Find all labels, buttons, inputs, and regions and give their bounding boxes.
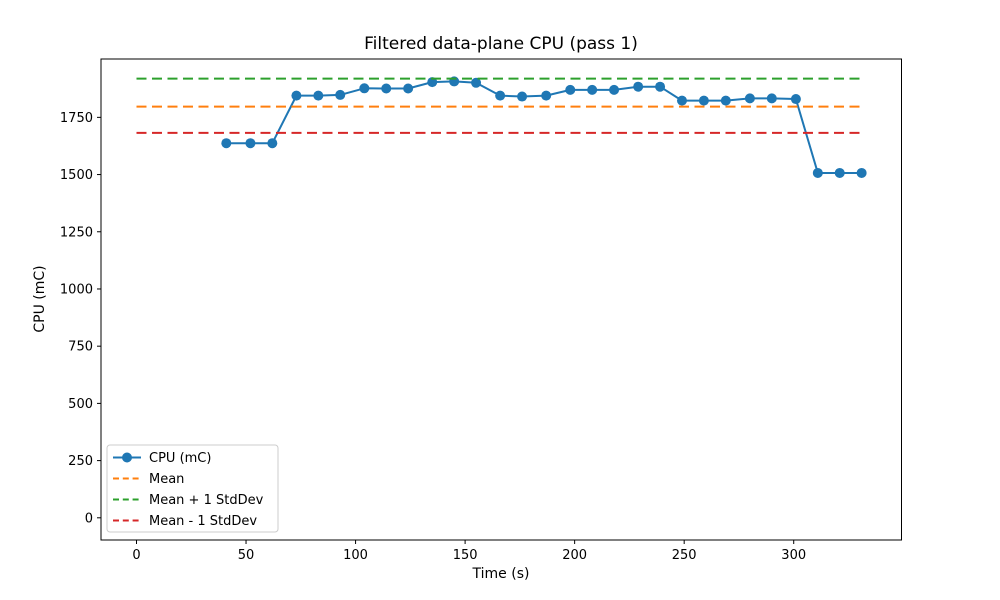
data-point-marker bbox=[834, 167, 845, 178]
y-tick-label: 1750 bbox=[60, 111, 93, 126]
axes-frame bbox=[100, 58, 902, 541]
y-tick-label: 1500 bbox=[60, 168, 93, 183]
data-point-marker bbox=[565, 84, 576, 95]
chart-title: Filtered data-plane CPU (pass 1) bbox=[364, 34, 638, 54]
data-point-marker bbox=[381, 83, 392, 94]
x-tick-label: 0 bbox=[132, 548, 140, 563]
data-point-marker bbox=[655, 81, 666, 92]
legend-sample-marker bbox=[122, 452, 132, 463]
data-point-marker bbox=[291, 90, 302, 101]
data-point-marker bbox=[221, 138, 232, 149]
legend-label: Mean + 1 StdDev bbox=[149, 493, 264, 508]
legend-label: Mean - 1 StdDev bbox=[149, 514, 257, 529]
data-point-marker bbox=[633, 81, 644, 92]
x-axis-label: Time (s) bbox=[472, 566, 530, 582]
data-point-marker bbox=[517, 91, 528, 102]
data-point-marker bbox=[313, 90, 324, 101]
series-cpu-mc- bbox=[221, 76, 867, 178]
y-tick-label: 250 bbox=[68, 454, 93, 469]
data-point-marker bbox=[744, 93, 755, 104]
legend: CPU (mC) Mean Mean + 1 StdDev Mean - 1 StdD… bbox=[106, 444, 279, 533]
data-point-marker bbox=[335, 89, 346, 100]
x-tick-label: 300 bbox=[781, 548, 806, 563]
legend-label: Mean bbox=[149, 472, 184, 487]
data-point-marker bbox=[471, 77, 482, 88]
legend-label: CPU (mC) bbox=[149, 451, 211, 466]
x-tick-label: 50 bbox=[238, 548, 255, 563]
data-point-marker bbox=[766, 93, 777, 104]
data-point-marker bbox=[495, 90, 506, 101]
x-tick-label: 100 bbox=[343, 548, 368, 563]
data-point-marker bbox=[812, 167, 823, 178]
x-tick-label: 250 bbox=[672, 548, 697, 563]
data-point-marker bbox=[790, 94, 801, 105]
data-point-marker bbox=[609, 84, 620, 95]
y-tick-label: 500 bbox=[68, 397, 93, 412]
data-point-marker bbox=[267, 138, 278, 149]
legend-item: Mean + 1 StdDev bbox=[113, 493, 264, 508]
x-tick-label: 150 bbox=[453, 548, 478, 563]
data-point-marker bbox=[245, 138, 256, 149]
y-tick-label: 1250 bbox=[60, 225, 93, 240]
legend-item: Mean - 1 StdDev bbox=[113, 514, 257, 529]
x-tick-label: 200 bbox=[562, 548, 587, 563]
data-point-marker bbox=[720, 95, 731, 106]
data-point-marker bbox=[403, 83, 414, 94]
y-axis-label: CPU (mC) bbox=[32, 265, 48, 333]
data-point-marker bbox=[676, 95, 687, 106]
data-point-marker bbox=[541, 90, 552, 101]
y-tick-label: 1000 bbox=[60, 282, 93, 297]
data-point-marker bbox=[587, 84, 598, 95]
legend-item: Mean bbox=[113, 472, 184, 487]
legend-item: CPU (mC) bbox=[113, 451, 211, 466]
data-point-marker bbox=[856, 167, 867, 178]
y-tick-label: 750 bbox=[68, 340, 93, 355]
legend-box bbox=[106, 444, 279, 533]
data-point-marker bbox=[698, 95, 709, 106]
y-tick-label: 0 bbox=[85, 511, 93, 526]
data-point-marker bbox=[359, 83, 370, 94]
